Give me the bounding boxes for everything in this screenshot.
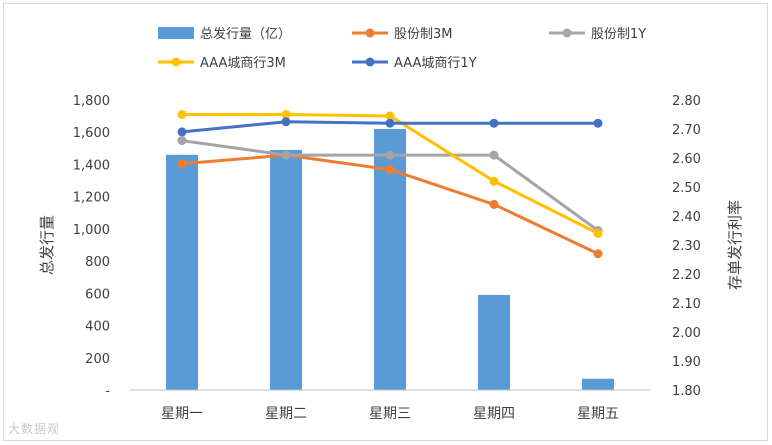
y-right-tick-label: 2.70 [672,123,701,138]
series-point [593,228,603,238]
bar [582,378,614,390]
series-point [177,110,187,119]
series-point [385,111,395,121]
legend-swatch-marker [562,28,572,38]
series-point [281,110,291,119]
series-point [489,118,499,128]
y-left-axis-title: 总发行量 [38,215,56,275]
legend-swatch-marker [171,57,181,67]
y-right-tick-label: 2.80 [672,94,701,109]
x-tick-label: 星期三 [369,406,411,422]
x-tick-label: 星期二 [265,406,307,422]
y-right-tick-label: 2.30 [672,239,701,254]
x-tick-label: 星期四 [473,406,515,422]
legend-swatch-marker [365,57,375,67]
series-point [177,136,187,146]
y-right-axis-title: 存单发行利率 [726,200,744,290]
legend-swatch-bar [158,27,194,39]
y-left-tick-label: 1,000 [73,223,110,238]
legend-label: 股份制3M [394,27,453,42]
legend-label: AAA城商行3M [200,56,286,71]
y-right-tick-label: 1.80 [672,384,701,399]
y-right-tick-label: 2.10 [672,297,701,312]
y-left-tick-label: - [105,384,110,399]
legend-label: 总发行量（亿） [200,26,291,42]
series-point [385,165,395,175]
y-right-tick-label: 2.40 [672,210,701,225]
y-right-tick-label: 2.00 [672,326,701,341]
series-point [281,150,291,160]
series-point [489,150,499,160]
legend-swatch-marker [365,28,375,38]
series-point [177,127,187,137]
series-point [281,117,291,127]
series-point [385,150,395,160]
y-right-tick-label: 1.90 [672,355,701,370]
y-right-tick-label: 2.60 [672,152,701,167]
y-right-tick-label: 2.50 [672,181,701,196]
x-tick-label: 星期一 [161,406,203,422]
y-left-tick-label: 1,800 [73,94,110,109]
y-left-tick-label: 800 [85,255,110,270]
bar [166,154,198,390]
y-left-tick-label: 1,400 [73,158,110,173]
series-point [593,118,603,128]
bar [478,294,510,390]
y-left-tick-label: 200 [85,352,110,367]
y-right-tick-label: 2.20 [672,268,701,283]
series-point [385,118,395,128]
series-point [489,199,499,209]
y-left-tick-label: 600 [85,287,110,302]
x-tick-label: 星期五 [577,406,619,422]
legend-label: 股份制1Y [591,27,646,42]
series-point [489,176,499,186]
series-point [177,159,187,169]
y-left-tick-label: 1,600 [73,126,110,141]
watermark: 大数据观 [8,422,61,436]
legend-label: AAA城商行1Y [394,56,477,71]
series-point [593,249,603,259]
y-left-tick-label: 400 [85,320,110,335]
y-left-tick-label: 1,200 [73,191,110,206]
bar [270,149,302,390]
